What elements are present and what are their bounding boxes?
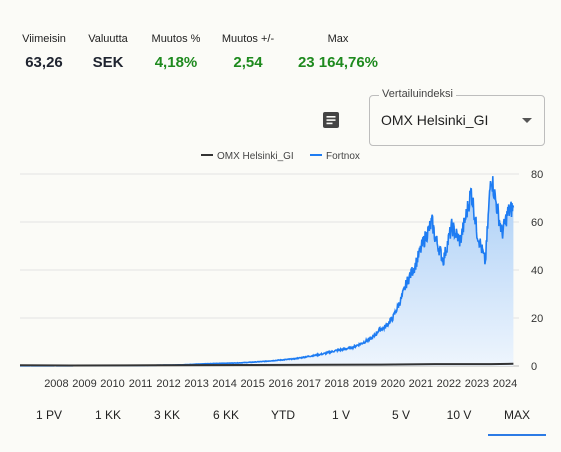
price-chart[interactable]: 0 20 40 60 80 2008 2009 2010 2011 2012 2013 2014 201… bbox=[0, 165, 561, 401]
range-button[interactable]: 5 V bbox=[391, 408, 410, 422]
benchmark-select-label: Vertailuindeksi bbox=[379, 88, 456, 100]
x-tick-label: 2008 bbox=[44, 378, 68, 390]
stat-max-label: Max bbox=[327, 33, 349, 45]
x-tick-label: 2017 bbox=[297, 378, 321, 390]
x-tick-label: 2021 bbox=[409, 378, 433, 390]
range-button[interactable]: 3 KK bbox=[153, 408, 180, 422]
stat-last-label: Viimeisin bbox=[22, 33, 66, 45]
stat-max-value: 23 164,76% bbox=[297, 54, 379, 71]
x-tick-label: 2009 bbox=[72, 378, 96, 390]
range-button[interactable]: 1 PV bbox=[35, 408, 62, 422]
legend-item-fortnox[interactable]: Fortnox bbox=[310, 151, 360, 162]
range-button[interactable]: 1 V bbox=[331, 408, 350, 422]
y-tick-label: 60 bbox=[531, 217, 543, 229]
stats-bar: Viimeisin 63,26 Valuutta SEK Muutos % 4,… bbox=[0, 32, 561, 72]
x-tick-label: 2023 bbox=[465, 378, 489, 390]
x-tick-label: 2015 bbox=[240, 378, 264, 390]
series-index-line[interactable] bbox=[19, 362, 514, 367]
x-tick-label: 2016 bbox=[268, 378, 292, 390]
stat-change-pct-label: Muutos % bbox=[151, 33, 201, 45]
legend-swatch-index bbox=[201, 154, 213, 157]
x-tick-label: 2020 bbox=[381, 378, 405, 390]
x-tick-label: 2018 bbox=[325, 378, 349, 390]
x-tick-label: 2013 bbox=[184, 378, 208, 390]
stat-change-pct-value: 4,18% bbox=[154, 54, 198, 71]
stat-last-value: 63,26 bbox=[25, 54, 63, 71]
x-tick-label: 2011 bbox=[129, 378, 153, 390]
range-button[interactable]: 10 V bbox=[446, 408, 472, 422]
x-tick-label: 2012 bbox=[156, 378, 180, 390]
chart-legend: OMX Helsinki_GI Fortnox bbox=[0, 151, 561, 165]
range-button[interactable]: YTD bbox=[271, 408, 295, 422]
stat-change-abs-label: Muutos +/- bbox=[221, 33, 275, 45]
stat-change-abs-value: 2,54 bbox=[233, 54, 263, 71]
benchmark-select[interactable]: Vertailuindeksi OMX Helsinki_GI bbox=[369, 88, 545, 146]
legend-item-index[interactable]: OMX Helsinki_GI bbox=[201, 151, 294, 162]
range-button[interactable]: MAX bbox=[488, 401, 546, 436]
document-lines-icon[interactable] bbox=[322, 111, 340, 129]
range-button[interactable]: 1 KK bbox=[94, 408, 121, 422]
series-fortnox-area bbox=[20, 176, 514, 366]
x-tick-label: 2014 bbox=[212, 378, 236, 390]
y-tick-label: 80 bbox=[531, 169, 543, 181]
legend-swatch-fortnox bbox=[310, 154, 322, 157]
stat-currency-value: SEK bbox=[92, 54, 124, 71]
stat-currency: Valuutta SEK bbox=[82, 32, 134, 73]
y-tick-label: 20 bbox=[531, 313, 543, 325]
stat-last: Viimeisin 63,26 bbox=[16, 32, 72, 73]
stat-max: Max 23 164,76% bbox=[292, 32, 384, 73]
x-tick-label: 2019 bbox=[353, 378, 377, 390]
stat-change-pct: Muutos % 4,18% bbox=[147, 32, 205, 73]
stat-currency-label: Valuutta bbox=[88, 33, 128, 45]
x-tick-label: 2010 bbox=[100, 378, 124, 390]
benchmark-select-value: OMX Helsinki_GI bbox=[381, 112, 489, 128]
range-selector: 1 PV 1 KK 3 KK 6 KK YTD 1 V 5 V 10 V MAX bbox=[0, 401, 561, 439]
range-button[interactable]: 6 KK bbox=[212, 408, 239, 422]
x-tick-label: 2022 bbox=[437, 378, 461, 390]
y-tick-label: 40 bbox=[531, 265, 543, 277]
stat-change-abs: Muutos +/- 2,54 bbox=[216, 32, 280, 73]
legend-label-fortnox: Fortnox bbox=[326, 151, 360, 162]
y-tick-label: 0 bbox=[531, 361, 537, 373]
legend-label-index: OMX Helsinki_GI bbox=[217, 151, 294, 162]
chevron-down-icon bbox=[522, 118, 532, 123]
x-tick-label: 2024 bbox=[493, 378, 517, 390]
